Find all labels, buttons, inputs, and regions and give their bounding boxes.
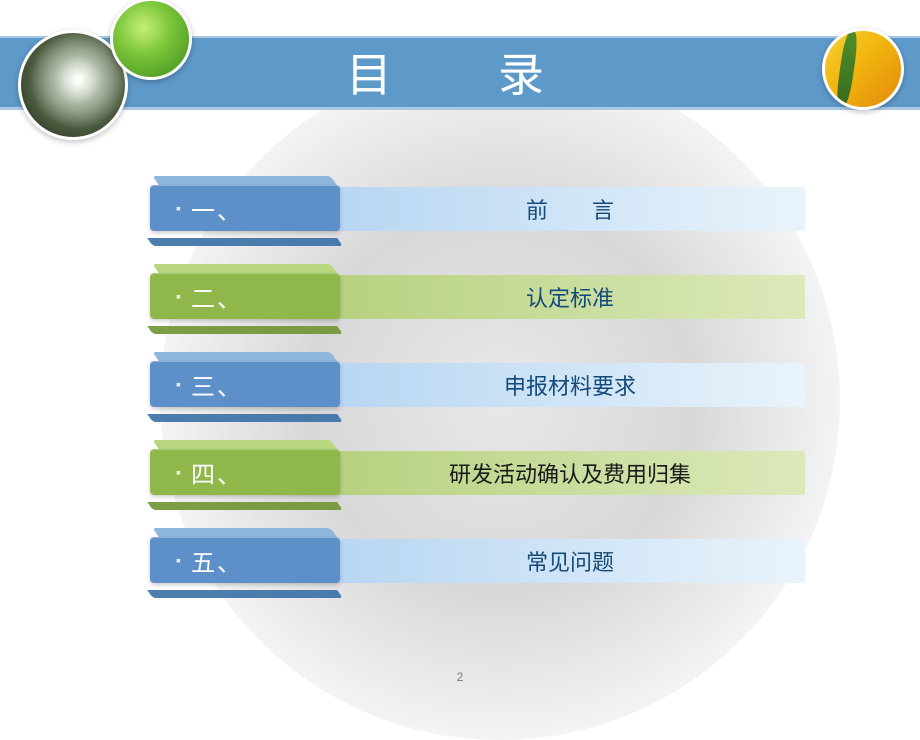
toc-item-bar: 认定标准 — [335, 275, 805, 319]
toc-number: 一、 — [191, 191, 243, 226]
tab-front-face: ▪ 一、 — [150, 185, 340, 231]
leaf-drop-icon — [110, 0, 192, 80]
toc-item-text: 研发活动确认及费用归集 — [449, 457, 691, 489]
tab-bottom-face — [147, 326, 343, 334]
toc-row: 研发活动确认及费用归集 ▪ 四、 — [150, 440, 810, 510]
toc-item-bar: 研发活动确认及费用归集 — [335, 451, 805, 495]
toc-item-text: 前 言 — [526, 193, 614, 225]
toc-tab: ▪ 三、 — [150, 352, 340, 414]
tab-bottom-face — [147, 414, 343, 422]
bullet-icon: ▪ — [176, 288, 183, 304]
toc-item-bar: 前 言 — [335, 187, 805, 231]
toc-row: 前 言 ▪ 一、 — [150, 176, 810, 246]
toc-tab: ▪ 二、 — [150, 264, 340, 326]
tab-front-face: ▪ 四、 — [150, 449, 340, 495]
bullet-icon: ▪ — [176, 200, 183, 216]
bullet-icon: ▪ — [176, 464, 183, 480]
bullet-icon: ▪ — [176, 376, 183, 392]
toc-item-text: 申报材料要求 — [504, 369, 636, 401]
tab-front-face: ▪ 五、 — [150, 537, 340, 583]
toc-number: 三、 — [191, 367, 243, 402]
toc-number: 四、 — [191, 455, 243, 490]
table-of-contents: 前 言 ▪ 一、认定标准 ▪ 二、申报材料要求 ▪ 三、研发活动确认及费用归集 ▪ 四、常见问题… — [150, 176, 810, 616]
page-number: 2 — [0, 670, 920, 684]
toc-item-text: 认定标准 — [526, 281, 614, 313]
toc-number: 二、 — [191, 279, 243, 314]
toc-row: 申报材料要求 ▪ 三、 — [150, 352, 810, 422]
toc-tab: ▪ 一、 — [150, 176, 340, 238]
toc-tab: ▪ 五、 — [150, 528, 340, 590]
tab-bottom-face — [147, 502, 343, 510]
toc-item-text: 常见问题 — [526, 545, 614, 577]
toc-tab: ▪ 四、 — [150, 440, 340, 502]
tab-bottom-face — [147, 238, 343, 246]
toc-row: 认定标准 ▪ 二、 — [150, 264, 810, 334]
toc-number: 五、 — [191, 543, 243, 578]
toc-row: 常见问题 ▪ 五、 — [150, 528, 810, 598]
toc-item-bar: 申报材料要求 — [335, 363, 805, 407]
toc-item-bar: 常见问题 — [335, 539, 805, 583]
bullet-icon: ▪ — [176, 552, 183, 568]
tab-front-face: ▪ 三、 — [150, 361, 340, 407]
tab-front-face: ▪ 二、 — [150, 273, 340, 319]
tab-bottom-face — [147, 590, 343, 598]
tulip-icon — [822, 28, 904, 110]
